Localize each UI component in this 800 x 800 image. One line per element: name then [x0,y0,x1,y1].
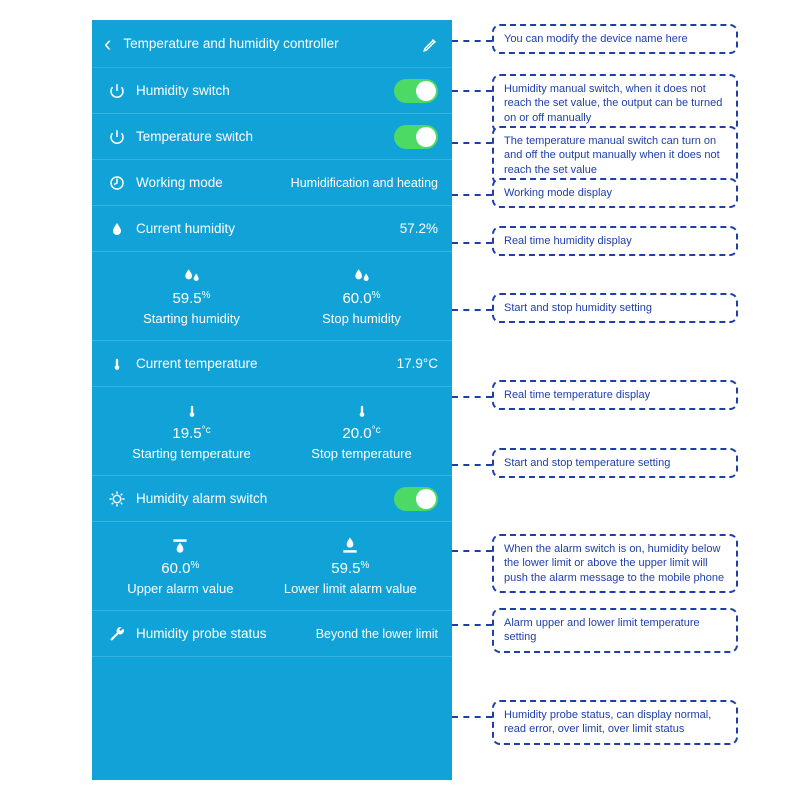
callout-connector [452,194,492,196]
stop-humidity: 60.0% Stop humidity [322,266,401,326]
callout-connector [452,716,492,718]
stop-temp-label: Stop temperature [311,446,411,461]
callouts-column: You can modify the device name here Humid… [452,0,800,800]
starting-temperature: 19.5°c Starting temperature [132,401,251,461]
edit-icon[interactable] [422,35,440,53]
upper-alarm-value: 60.0 [161,560,190,577]
thermometer-icon [106,355,128,373]
callout-connector [452,550,492,552]
back-icon[interactable]: ‹ [104,31,111,57]
temperature-switch-row: Temperature switch [92,114,452,160]
callout-connector [452,242,492,244]
humidity-alarm-switch-row: Humidity alarm switch [92,476,452,522]
callout-box: You can modify the device name here [492,24,738,54]
stop-temperature: 20.0°c Stop temperature [311,401,411,461]
lower-alarm: 59.5% Lower limit alarm value [284,536,417,596]
upper-limit-icon [169,536,191,556]
droplets-icon [352,266,372,286]
temperature-switch-label: Temperature switch [136,129,394,144]
callout-connector [452,624,492,626]
callout-box: Start and stop humidity setting [492,293,738,323]
callout-box: Working mode display [492,178,738,208]
callout-box: Humidity manual switch, when it does not… [492,74,738,133]
current-humidity-row: Current humidity 57.2% [92,206,452,252]
lower-limit-icon [339,536,361,556]
working-mode-label: Working mode [136,175,291,190]
thermometer-icon [355,401,369,421]
current-humidity-label: Current humidity [136,221,400,236]
current-temperature-row: Current temperature 17.9°C [92,341,452,387]
callout-box: Alarm upper and lower limit temperature … [492,608,738,653]
start-temp-value: 19.5 [172,425,201,442]
working-mode-value: Humidification and heating [291,176,438,190]
thermometer-icon [185,401,199,421]
callout-box: Start and stop temperature setting [492,448,738,478]
stop-temp-value: 20.0 [342,425,371,442]
humidity-alarm-toggle[interactable] [394,487,438,511]
stop-humidity-value: 60.0 [342,290,371,307]
current-temperature-value: 17.9°C [397,356,438,371]
humidity-range-row[interactable]: 59.5% Starting humidity 60.0% Stop humid… [92,252,452,341]
start-temp-label: Starting temperature [132,446,251,461]
start-humidity-value: 59.5 [172,290,201,307]
current-humidity-value: 57.2% [400,221,438,236]
droplet-icon [106,221,128,237]
temperature-switch-toggle[interactable] [394,125,438,149]
starting-humidity: 59.5% Starting humidity [143,266,240,326]
current-temperature-label: Current temperature [136,356,397,371]
start-humidity-label: Starting humidity [143,311,240,326]
humidity-switch-row: Humidity switch [92,68,452,114]
callout-box: The temperature manual switch can turn o… [492,126,738,185]
humidity-switch-toggle[interactable] [394,79,438,103]
header: ‹ Temperature and humidity controller [92,20,452,68]
callout-connector [452,142,492,144]
working-mode-row[interactable]: Working mode Humidification and heating [92,160,452,206]
controller-panel: ‹ Temperature and humidity controller Hu… [92,20,452,780]
callout-connector [452,90,492,92]
wrench-icon [106,625,128,643]
callout-box: Real time humidity display [492,226,738,256]
callout-connector [452,40,492,42]
probe-status-value: Beyond the lower limit [316,627,438,641]
callout-connector [452,309,492,311]
callout-connector [452,464,492,466]
droplets-icon [182,266,202,286]
callout-box: Real time temperature display [492,380,738,410]
alarm-icon [106,490,128,508]
temperature-range-row[interactable]: 19.5°c Starting temperature 20.0°c Stop … [92,387,452,476]
upper-alarm: 60.0% Upper alarm value [127,536,233,596]
alarm-range-row[interactable]: 60.0% Upper alarm value 59.5% Lower limi… [92,522,452,611]
humidity-switch-label: Humidity switch [136,83,394,98]
power-icon [106,128,128,146]
mode-icon [106,174,128,192]
probe-status-row: Humidity probe status Beyond the lower l… [92,611,452,657]
lower-alarm-value: 59.5 [331,560,360,577]
page-title: Temperature and humidity controller [123,36,410,51]
probe-status-label: Humidity probe status [136,626,316,641]
power-icon [106,82,128,100]
upper-alarm-label: Upper alarm value [127,581,233,596]
callout-connector [452,396,492,398]
callout-box: Humidity probe status, can display norma… [492,700,738,745]
humidity-alarm-switch-label: Humidity alarm switch [136,491,394,506]
stop-humidity-label: Stop humidity [322,311,401,326]
lower-alarm-label: Lower limit alarm value [284,581,417,596]
callout-box: When the alarm switch is on, humidity be… [492,534,738,593]
